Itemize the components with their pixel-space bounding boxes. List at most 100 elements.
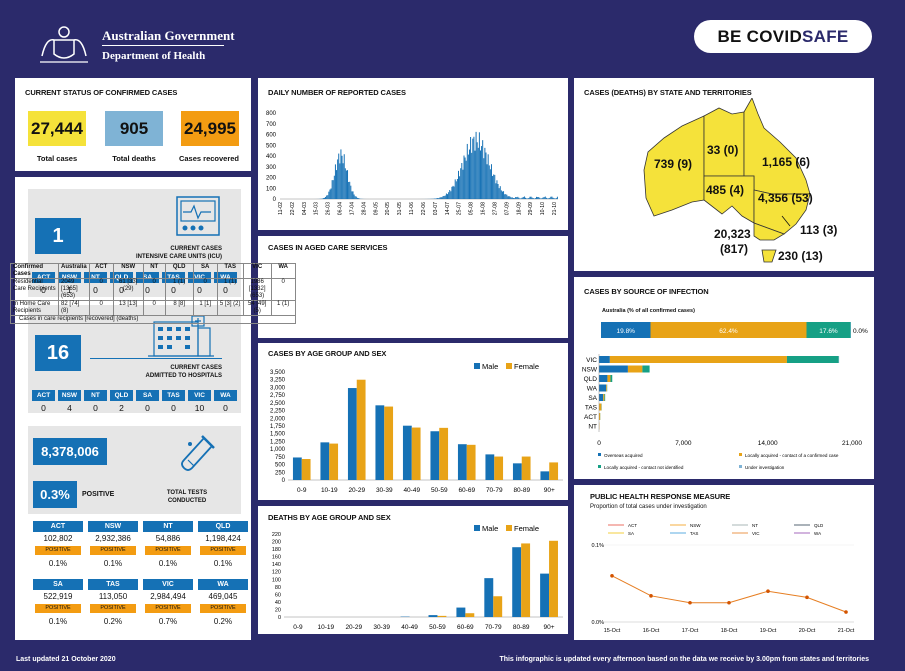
- header-cell: ACT: [88, 263, 114, 279]
- daily-bar: [505, 194, 507, 199]
- y-tick-label: 2,750: [270, 393, 286, 399]
- x-tick-label: 22-06: [421, 202, 427, 215]
- tests-caption-1: TOTAL TESTS: [166, 490, 208, 496]
- bar-female: [466, 444, 476, 480]
- panel-title: CASES (DEATHS) BY STATE AND TERRITORIES: [584, 88, 752, 97]
- x-tick-label: 0: [597, 440, 601, 447]
- x-tick-label: 80-89: [513, 487, 530, 494]
- state-label: ACT: [584, 414, 597, 421]
- aged-care-panel: CASES IN AGED CARE SERVICES: [258, 236, 568, 338]
- phr-chart: ACT NSW NT QLD SA TAS VIC WA 0.1% 0.0%15-Oct 16-Oc…: [591, 523, 854, 634]
- x-tick-label: 16-08: [481, 202, 487, 215]
- daily-bar: [458, 170, 459, 199]
- map-vic[interactable]: [753, 222, 785, 241]
- daily-bar: [441, 197, 443, 199]
- total-deaths-label: Total deaths: [112, 154, 156, 163]
- map-tas[interactable]: [761, 249, 777, 263]
- daily-bar: [359, 198, 361, 199]
- x-tick-label: 50-59: [431, 487, 448, 494]
- test-count: 2,932,386: [95, 534, 131, 543]
- vic-point: [805, 595, 809, 600]
- source-chart: 19.8% 62.4% 17.6% 0.0% VIC NSW QLD WA SA TAS ACT NT…: [582, 322, 868, 470]
- daily-bar: [467, 154, 469, 199]
- source-bar: [603, 394, 605, 401]
- x-tick-label: 20-29: [348, 487, 365, 494]
- recovered-label: Cases recovered: [178, 154, 240, 163]
- x-tick-label: 06-04: [338, 202, 344, 215]
- source-bar: [607, 375, 611, 382]
- legend-male: Male: [482, 524, 498, 533]
- state-value-wa: 0: [223, 403, 228, 413]
- daily-bar: [537, 197, 539, 199]
- y-tick-label: 0.0%: [591, 620, 604, 626]
- x-tick-label: 80-89: [513, 624, 530, 631]
- daily-bar: [341, 155, 343, 199]
- daily-bar: [528, 198, 530, 199]
- daily-bar: [453, 186, 455, 199]
- daily-bar: [443, 195, 445, 199]
- daily-bar: [510, 197, 512, 199]
- aus-source-pct: 0.0%: [853, 328, 868, 335]
- table-cell: 5 [3] (2): [216, 300, 244, 316]
- tests-positive-label: POSITIVE: [82, 491, 115, 498]
- daily-bar: [350, 185, 352, 199]
- map-wa[interactable]: [643, 115, 705, 217]
- state-header-vic: VIC: [188, 390, 211, 401]
- daily-bar: [450, 191, 452, 199]
- positive-pct: 0.1%: [158, 559, 178, 568]
- daily-bar: [488, 165, 490, 199]
- icu-value: 1: [35, 218, 81, 254]
- bar-male: [347, 388, 357, 480]
- legend-label: WA: [814, 531, 821, 536]
- daily-bar: [344, 168, 346, 199]
- state-value-nsw: 4: [67, 403, 72, 413]
- state-label: NSW: [582, 367, 598, 374]
- x-tick-label: 50-59: [429, 624, 446, 631]
- table-cell: 1 (1): [270, 300, 296, 316]
- daily-bar: [544, 196, 546, 199]
- y-tick-label: 3,000: [270, 385, 286, 391]
- map-sa[interactable]: [703, 175, 755, 224]
- y-tick-label: 250: [275, 470, 286, 476]
- x-tick-label: 11-06: [409, 202, 415, 215]
- x-tick-label: 30-39: [373, 624, 390, 631]
- aus-source-pct: 19.8%: [617, 328, 636, 335]
- y-tick-label: 500: [275, 463, 286, 469]
- x-tick-label: 0-9: [293, 624, 303, 631]
- aus-source-pct: 17.6%: [819, 328, 838, 335]
- aged-care-table: Confirmed Cases Australia ACT NSW NT QLD…: [10, 263, 296, 324]
- vic-point: [649, 594, 653, 598]
- legend-label: ACT: [628, 523, 637, 528]
- daily-bar: [498, 188, 500, 199]
- daily-bar: [445, 193, 447, 199]
- bar-male: [512, 463, 522, 480]
- positive-tag: POSITIVE: [90, 546, 136, 555]
- daily-bar: [476, 142, 478, 199]
- daily-bar: [358, 198, 360, 199]
- panel-title: CASES BY SOURCE OF INFECTION: [584, 287, 709, 296]
- y-tick-label: 2,500: [270, 401, 286, 407]
- x-tick-label: 16-Oct: [643, 628, 660, 634]
- state-label: NT: [588, 424, 597, 431]
- panel-title: PUBLIC HEALTH RESPONSE MEASURE: [590, 492, 731, 501]
- daily-bar: [326, 195, 328, 199]
- covidsafe-badge[interactable]: BE COVIDSAFE: [694, 20, 872, 53]
- x-tick-label: 7,000: [675, 440, 692, 447]
- daily-bar: [514, 198, 516, 199]
- legend-female-swatch: [506, 525, 512, 531]
- daily-bar: [463, 155, 465, 199]
- daily-bar: [325, 196, 327, 199]
- map-nt[interactable]: [703, 107, 745, 177]
- daily-bar: [481, 146, 483, 199]
- legend-label: Under investigation: [745, 465, 785, 470]
- daily-bar: [331, 180, 333, 199]
- daily-bar: [494, 174, 496, 199]
- covidsafe-be: BE COVID: [717, 27, 803, 46]
- header-cell: NSW: [112, 263, 144, 279]
- legend-label: Locally acquired - contact not identifie…: [604, 465, 684, 470]
- daily-bar: [328, 191, 330, 199]
- daily-bar: [442, 195, 444, 199]
- table-cell: 1 (1): [216, 278, 244, 301]
- table-cell: 0: [88, 300, 114, 316]
